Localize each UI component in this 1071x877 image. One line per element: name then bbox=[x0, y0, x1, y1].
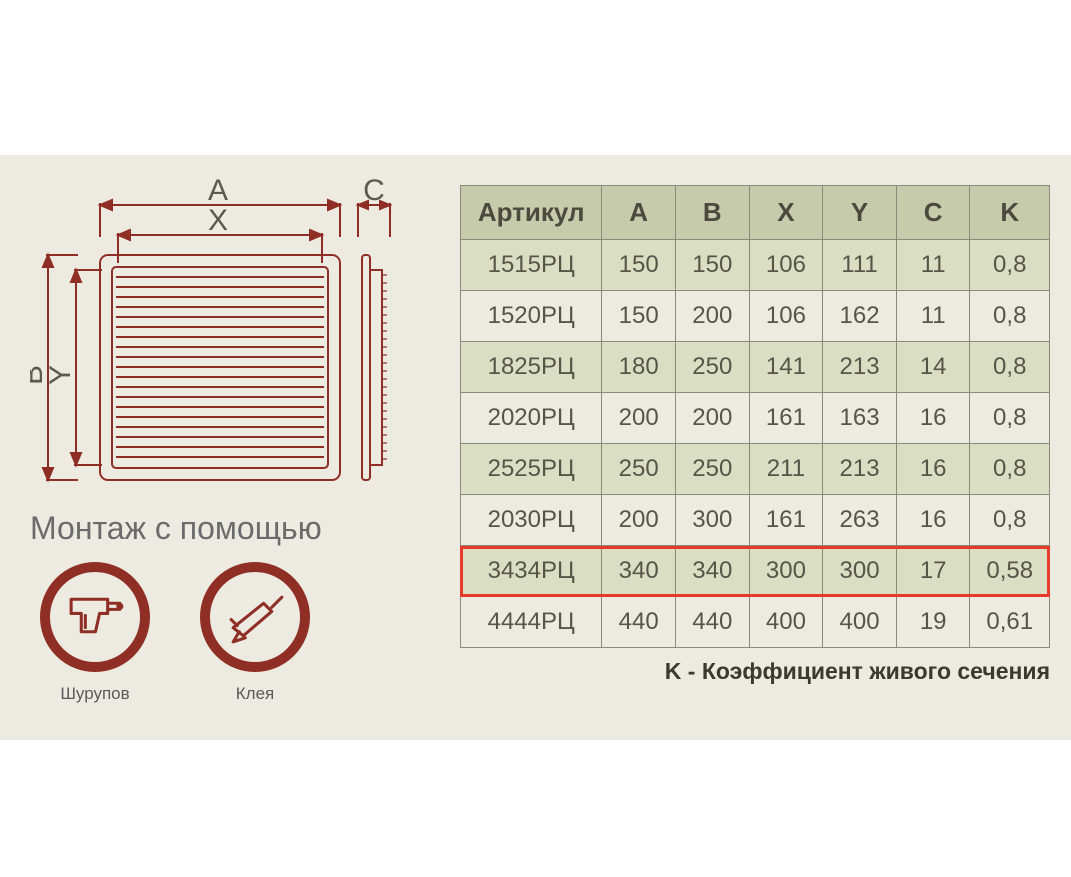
table-cell: 0,8 bbox=[970, 495, 1050, 546]
table-cell: 16 bbox=[896, 495, 970, 546]
caulk-gun-icon bbox=[200, 562, 310, 672]
drill-icon bbox=[40, 562, 150, 672]
table-row: 4444РЦ440440400400190,61 bbox=[461, 597, 1050, 648]
table-cell: 150 bbox=[602, 240, 676, 291]
table-cell: 300 bbox=[749, 546, 823, 597]
table-cell: 0,58 bbox=[970, 546, 1050, 597]
table-cell: 400 bbox=[749, 597, 823, 648]
mounting-icons: Шурупов Клея bbox=[40, 562, 430, 704]
table-cell: 2020РЦ bbox=[461, 393, 602, 444]
col-C: C bbox=[896, 186, 970, 240]
table-cell: 300 bbox=[675, 495, 749, 546]
col-A: A bbox=[602, 186, 676, 240]
table-cell: 0,8 bbox=[970, 444, 1050, 495]
table-cell: 340 bbox=[675, 546, 749, 597]
table-cell: 161 bbox=[749, 495, 823, 546]
mounting-title: Монтаж с помощью bbox=[30, 510, 430, 547]
table-row: 1520РЦ150200106162110,8 bbox=[461, 291, 1050, 342]
table-cell: 16 bbox=[896, 393, 970, 444]
table-row: 3434РЦ340340300300170,58 bbox=[461, 546, 1050, 597]
mount-label-screws: Шурупов bbox=[60, 684, 129, 704]
table-cell: 440 bbox=[602, 597, 676, 648]
col-X: X bbox=[749, 186, 823, 240]
table-cell: 141 bbox=[749, 342, 823, 393]
table-cell: 250 bbox=[675, 444, 749, 495]
content-band: A X C bbox=[0, 155, 1071, 740]
table-cell: 0,61 bbox=[970, 597, 1050, 648]
table-cell: 211 bbox=[749, 444, 823, 495]
table-cell: 0,8 bbox=[970, 342, 1050, 393]
label-Y: Y bbox=[44, 365, 77, 385]
table-cell: 200 bbox=[675, 393, 749, 444]
mount-item-screws: Шурупов bbox=[40, 562, 150, 704]
table-header-row: Артикул A B X Y C K bbox=[461, 186, 1050, 240]
mount-label-glue: Клея bbox=[236, 684, 274, 704]
table-cell: 0,8 bbox=[970, 393, 1050, 444]
table-cell: 200 bbox=[675, 291, 749, 342]
table-cell: 3434РЦ bbox=[461, 546, 602, 597]
table-cell: 19 bbox=[896, 597, 970, 648]
table-cell: 340 bbox=[602, 546, 676, 597]
table-cell: 2030РЦ bbox=[461, 495, 602, 546]
table-cell: 300 bbox=[823, 546, 897, 597]
table-cell: 14 bbox=[896, 342, 970, 393]
table-cell: 163 bbox=[823, 393, 897, 444]
table-cell: 440 bbox=[675, 597, 749, 648]
table-cell: 16 bbox=[896, 444, 970, 495]
table-cell: 400 bbox=[823, 597, 897, 648]
table-cell: 106 bbox=[749, 240, 823, 291]
label-A: A bbox=[208, 175, 228, 207]
table-cell: 250 bbox=[675, 342, 749, 393]
table-cell: 162 bbox=[823, 291, 897, 342]
table-row: 2525РЦ250250211213160,8 bbox=[461, 444, 1050, 495]
table-cell: 263 bbox=[823, 495, 897, 546]
table-cell: 106 bbox=[749, 291, 823, 342]
table-cell: 250 bbox=[602, 444, 676, 495]
table-cell: 180 bbox=[602, 342, 676, 393]
table-cell: 161 bbox=[749, 393, 823, 444]
table-cell: 0,8 bbox=[970, 240, 1050, 291]
table-area: Артикул A B X Y C K 1515РЦ15015010611111… bbox=[460, 185, 1050, 685]
col-article: Артикул bbox=[461, 186, 602, 240]
table-cell: 213 bbox=[823, 444, 897, 495]
table-cell: 200 bbox=[602, 495, 676, 546]
table-row: 1825РЦ180250141213140,8 bbox=[461, 342, 1050, 393]
table-cell: 111 bbox=[823, 240, 897, 291]
footnote: K - Коэффициент живого сечения bbox=[460, 658, 1050, 685]
table-row: 1515РЦ150150106111110,8 bbox=[461, 240, 1050, 291]
table-cell: 4444РЦ bbox=[461, 597, 602, 648]
table-cell: 200 bbox=[602, 393, 676, 444]
grille-front-icon bbox=[100, 255, 340, 480]
table-row: 2030РЦ200300161263160,8 bbox=[461, 495, 1050, 546]
table-cell: 1825РЦ bbox=[461, 342, 602, 393]
table-cell: 11 bbox=[896, 291, 970, 342]
col-B: B bbox=[675, 186, 749, 240]
table-cell: 0,8 bbox=[970, 291, 1050, 342]
table-cell: 150 bbox=[602, 291, 676, 342]
table-cell: 2525РЦ bbox=[461, 444, 602, 495]
label-X: X bbox=[208, 204, 228, 237]
table-row: 2020РЦ200200161163160,8 bbox=[461, 393, 1050, 444]
col-Y: Y bbox=[823, 186, 897, 240]
table-cell: 150 bbox=[675, 240, 749, 291]
label-C: C bbox=[363, 175, 385, 207]
table-cell: 213 bbox=[823, 342, 897, 393]
mount-item-glue: Клея bbox=[200, 562, 310, 704]
table-cell: 1520РЦ bbox=[461, 291, 602, 342]
grille-side-icon bbox=[362, 255, 387, 480]
table-cell: 17 bbox=[896, 546, 970, 597]
table-cell: 1515РЦ bbox=[461, 240, 602, 291]
spec-table: Артикул A B X Y C K 1515РЦ15015010611111… bbox=[460, 185, 1050, 648]
diagram-area: A X C bbox=[30, 175, 430, 704]
table-cell: 11 bbox=[896, 240, 970, 291]
dimension-diagram: A X C bbox=[30, 175, 410, 495]
col-K: K bbox=[970, 186, 1050, 240]
